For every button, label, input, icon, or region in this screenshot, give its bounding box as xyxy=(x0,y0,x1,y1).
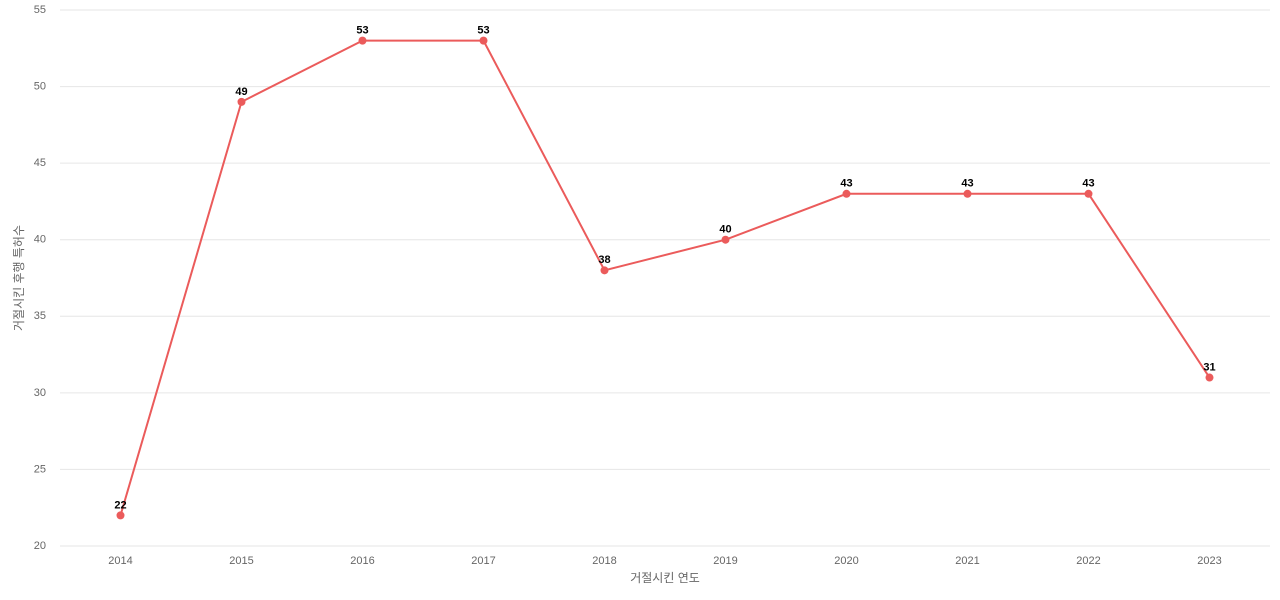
point xyxy=(842,189,851,198)
y-tick-label: 40 xyxy=(34,234,46,246)
data-label: 43 xyxy=(1082,178,1094,190)
point xyxy=(963,189,972,198)
point xyxy=(358,36,367,45)
y-tick-label: 20 xyxy=(34,540,46,552)
y-tick-label: 25 xyxy=(34,463,46,475)
x-tick-label: 2022 xyxy=(1076,555,1100,567)
y-axis-title: 거절시킨 후행 특허수 xyxy=(11,225,26,331)
x-tick-label: 2021 xyxy=(955,555,979,567)
y-tick-label: 50 xyxy=(34,80,46,92)
data-label: 31 xyxy=(1203,361,1215,373)
point xyxy=(479,36,488,45)
data-label: 40 xyxy=(719,224,731,236)
data-label: 43 xyxy=(840,178,852,190)
point xyxy=(237,97,246,106)
x-tick-label: 2018 xyxy=(592,555,616,567)
x-tick-label: 2023 xyxy=(1197,555,1221,567)
x-tick-label: 2017 xyxy=(471,555,495,567)
line xyxy=(119,39,1211,516)
point xyxy=(600,266,609,275)
y-tick-label: 55 xyxy=(34,4,46,16)
y-tick-label: 45 xyxy=(34,157,46,169)
point xyxy=(116,511,125,520)
x-tick-label: 2016 xyxy=(350,555,374,567)
data-label: 49 xyxy=(235,86,247,98)
data-label: 53 xyxy=(477,25,489,37)
x-tick-label: 2014 xyxy=(108,555,132,567)
point xyxy=(1205,373,1214,382)
x-axis-title: 거절시킨 연도 xyxy=(630,571,700,585)
x-tick-label: 2015 xyxy=(229,555,253,567)
point xyxy=(721,235,730,244)
data-label: 22 xyxy=(114,499,126,511)
data-label: 38 xyxy=(598,254,610,266)
point xyxy=(1084,189,1093,198)
y-tick-label: 35 xyxy=(34,310,46,322)
data-label: 53 xyxy=(356,25,368,37)
x-tick-label: 2020 xyxy=(834,555,858,567)
y-tick-label: 30 xyxy=(34,387,46,399)
x-tick-label: 2019 xyxy=(713,555,737,567)
data-label: 43 xyxy=(961,178,973,190)
